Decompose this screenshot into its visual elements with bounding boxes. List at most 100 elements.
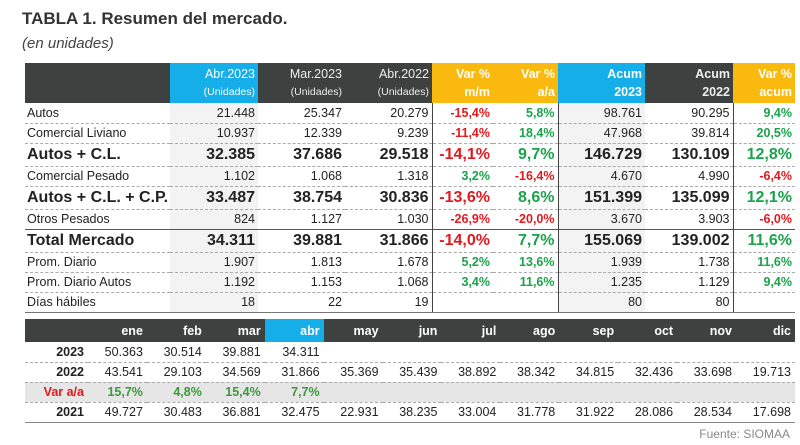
month-header: ene — [88, 319, 147, 342]
cell-value: -26,9% — [432, 209, 493, 229]
cell-value: 12.339 — [258, 123, 345, 143]
header-line1: Abr.2022 — [348, 65, 429, 83]
cell-value: 3,2% — [432, 166, 493, 186]
cell-value: 22.931 — [324, 402, 383, 422]
cell-value: 38.235 — [383, 402, 442, 422]
month-header: jul — [441, 319, 500, 342]
cell-value: 155.069 — [558, 229, 645, 252]
cell-value: 34.311 — [170, 229, 258, 252]
cell-value: 4,8% — [147, 382, 206, 402]
cell-value — [500, 382, 559, 402]
header-row: Abr.2023(Unidades)Mar.2023(Unidades)Abr.… — [25, 63, 795, 103]
cell-value: 19 — [345, 292, 432, 312]
cell-value: 4.990 — [645, 166, 733, 186]
row-label: Autos — [25, 103, 170, 123]
table-row: Comercial Liviano10.93712.3399.239-11,4%… — [25, 123, 795, 143]
cell-value: 39.881 — [258, 229, 345, 252]
cell-value — [493, 292, 558, 312]
cell-value: 22 — [258, 292, 345, 312]
cell-value: 39.814 — [645, 123, 733, 143]
cell-value — [559, 382, 618, 402]
row-label: Comercial Liviano — [25, 123, 170, 143]
cell-value: 1.068 — [345, 272, 432, 292]
cell-value: 1.738 — [645, 252, 733, 272]
cell-value — [441, 382, 500, 402]
header-line1: Var % — [435, 65, 490, 83]
month-header: oct — [618, 319, 677, 342]
cell-value: 98.761 — [558, 103, 645, 123]
cell-value: 38.892 — [441, 362, 500, 382]
cell-value: 33.698 — [677, 362, 736, 382]
cell-value: 34.311 — [265, 342, 324, 362]
cell-value: 39.881 — [206, 342, 265, 362]
month-header: dic — [736, 319, 795, 342]
header-blank — [25, 319, 88, 342]
months-row: 202350.36330.51439.88134.311 — [25, 342, 795, 362]
cell-value: 18,4% — [493, 123, 558, 143]
cell-value: 34.815 — [559, 362, 618, 382]
cell-value: -6,4% — [733, 166, 795, 186]
cell-value — [736, 342, 795, 362]
row-label: Prom. Diario Autos — [25, 272, 170, 292]
cell-value: 1.235 — [558, 272, 645, 292]
cell-value: 11,6% — [493, 272, 558, 292]
cell-value: 80 — [645, 292, 733, 312]
cell-value: 3.903 — [645, 209, 733, 229]
cell-value: 30.514 — [147, 342, 206, 362]
cell-value — [736, 382, 795, 402]
cell-value: -14,0% — [432, 229, 493, 252]
column-header: Abr.2022(Unidades) — [345, 63, 432, 103]
column-header: Acum2023 — [558, 63, 645, 103]
month-header: nov — [677, 319, 736, 342]
cell-value: 130.109 — [645, 143, 733, 166]
cell-value: 5,8% — [493, 103, 558, 123]
row-label: Var a/a — [25, 382, 88, 402]
month-header: abr — [265, 319, 324, 342]
cell-value: 21.448 — [170, 103, 258, 123]
cell-value — [432, 292, 493, 312]
row-label: Autos + C.L. — [25, 143, 170, 166]
header-line2: (Unidades) — [261, 83, 342, 101]
cell-value: -13,6% — [432, 186, 493, 209]
month-header: jun — [383, 319, 442, 342]
cell-value: 32.436 — [618, 362, 677, 382]
cell-value: 31.866 — [265, 362, 324, 382]
header-line2: acum — [736, 83, 792, 101]
cell-value: 43.541 — [88, 362, 147, 382]
row-label: 2023 — [25, 342, 88, 362]
cell-value: 29.518 — [345, 143, 432, 166]
cell-value: 1.813 — [258, 252, 345, 272]
cell-value: 7,7% — [493, 229, 558, 252]
row-label: Días hábiles — [25, 292, 170, 312]
cell-value: 50.363 — [88, 342, 147, 362]
months-header-row: enefebmarabrmayjunjulagosepoctnovdic — [25, 319, 795, 342]
header-blank — [25, 63, 170, 103]
header-line1: Mar.2023 — [261, 65, 342, 83]
cell-value: 33.487 — [170, 186, 258, 209]
cell-value: -16,4% — [493, 166, 558, 186]
cell-value: 25.347 — [258, 103, 345, 123]
row-label: Comercial Pesado — [25, 166, 170, 186]
cell-value — [324, 342, 383, 362]
cell-value: 1.318 — [345, 166, 432, 186]
cell-value: 15,4% — [206, 382, 265, 402]
cell-value: 31.922 — [559, 402, 618, 422]
cell-value: 1.678 — [345, 252, 432, 272]
table-row: Total Mercado34.31139.88131.866-14,0%7,7… — [25, 229, 795, 252]
cell-value: 4.670 — [558, 166, 645, 186]
cell-value — [618, 342, 677, 362]
cell-value: 5,2% — [432, 252, 493, 272]
header-line1: Acum — [561, 65, 642, 83]
source-note: Fuente: SIOMAA — [699, 427, 790, 441]
cell-value: 80 — [558, 292, 645, 312]
header-line2: m/m — [435, 83, 490, 101]
cell-value: 135.099 — [645, 186, 733, 209]
cell-value: 12,1% — [733, 186, 795, 209]
cell-value: 13,6% — [493, 252, 558, 272]
cell-value: -15,4% — [432, 103, 493, 123]
month-header: ago — [500, 319, 559, 342]
cell-value: 12,8% — [733, 143, 795, 166]
cell-value: 9,4% — [733, 103, 795, 123]
cell-value: 18 — [170, 292, 258, 312]
cell-value: 15,7% — [88, 382, 147, 402]
